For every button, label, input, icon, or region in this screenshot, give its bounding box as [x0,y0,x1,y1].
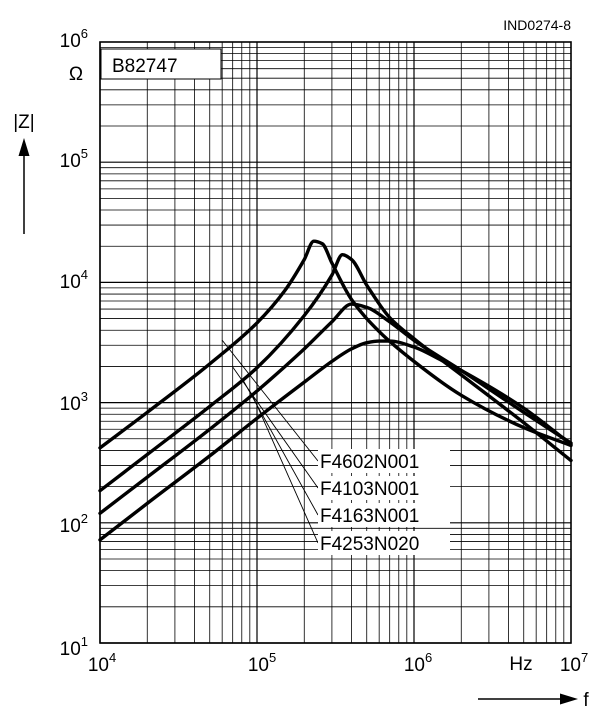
x-unit: Hz [509,654,532,675]
y-axis-arrow [18,138,30,234]
y-axis-label: |Z| [13,112,34,133]
tick-labels: 104 105 106 107 101 102 103 104 105 106 [60,26,589,676]
x-axis-arrow [478,693,578,705]
curve-f4103n001 [98,253,573,493]
x-tick-label: 106 [404,650,432,676]
x-tick-label: 107 [560,650,588,676]
y-tick-label: 104 [60,267,88,293]
legend-leader-line [221,339,319,462]
legend-label: F4103N001 [320,479,419,500]
x-axis-label: f [583,690,589,709]
legend-label-background [318,531,450,555]
legend-label-background [318,476,450,500]
legend-label: F4163N001 [320,506,419,527]
plot-frame [99,41,572,644]
leader-lines [221,339,319,544]
y-tick-label: 103 [60,389,88,415]
y-tick-label: 106 [60,26,88,52]
figure-id: IND0274-8 [503,17,571,33]
legend-label-background [318,503,450,527]
legend-label-background [318,449,450,473]
title-box [100,48,222,80]
curve-f4602n001 [98,239,573,450]
grid [99,42,571,644]
legend-label: F4253N020 [320,534,419,555]
chart-title: B82747 [112,56,178,77]
y-unit: Ω [69,64,83,85]
legend-label: F4602N001 [320,452,419,473]
curve-f4253n020 [98,339,573,542]
legend: F4602N001 F4103N001 F4163N001 F4253N020 [318,449,450,555]
x-tick-label: 104 [88,650,116,676]
y-tick-label: 105 [60,146,88,172]
legend-leader-line [251,393,319,544]
y-tick-label: 102 [60,511,88,537]
y-tick-label: 101 [60,634,88,660]
series-group [98,239,573,542]
x-tick-label: 105 [248,650,276,676]
